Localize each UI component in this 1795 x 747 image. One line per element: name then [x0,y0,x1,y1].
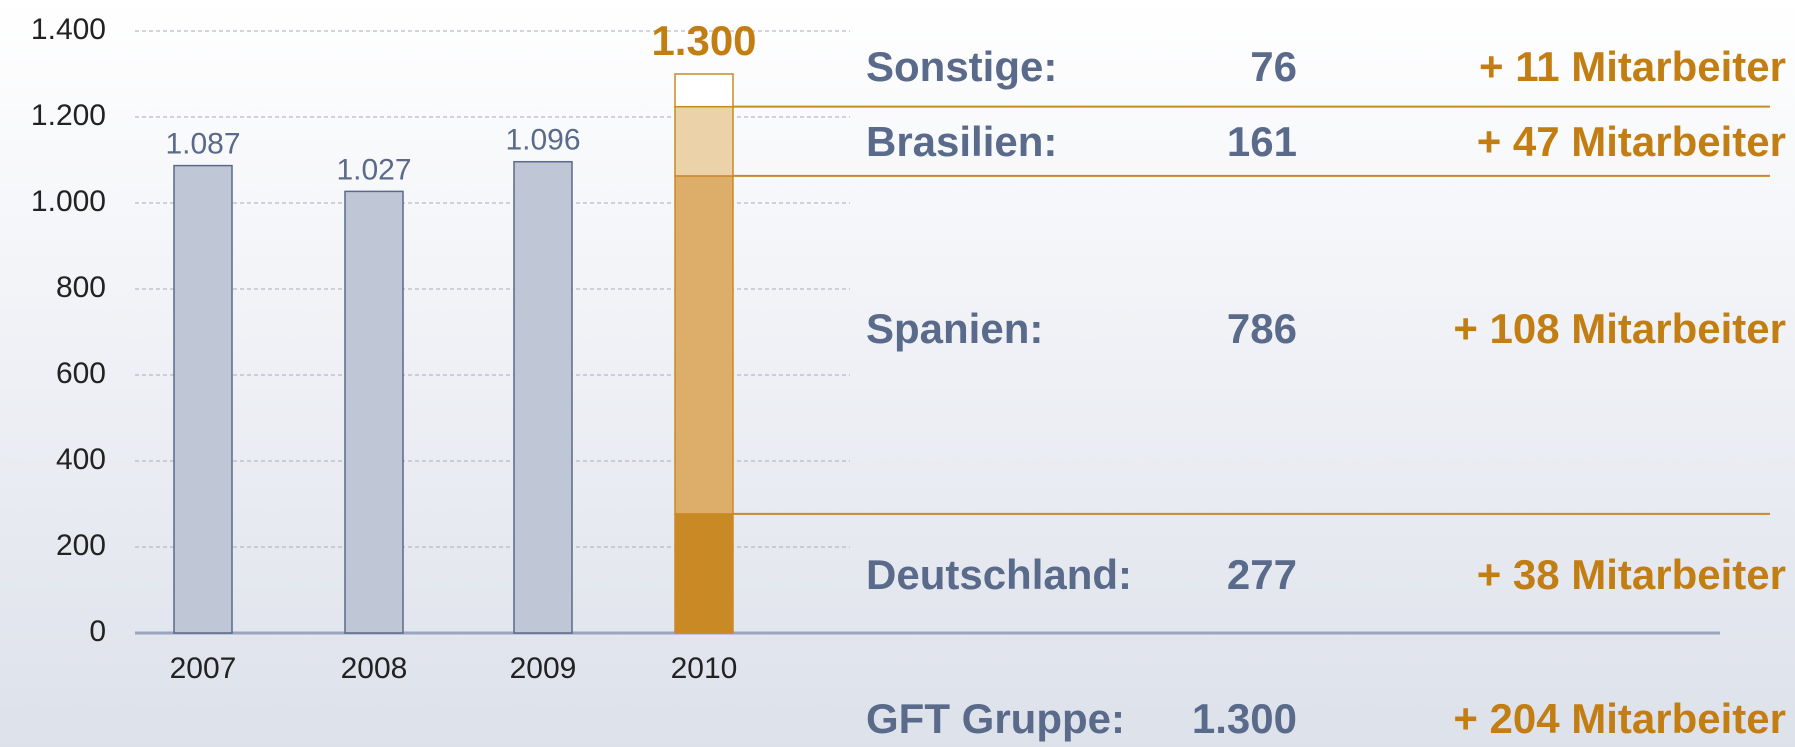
value-label: 1.096 [505,124,580,157]
segment-value: 161 [1227,118,1297,165]
segment-name: Spanien: [866,305,1043,352]
y-tick-label: 0 [89,615,106,648]
stack-segment [674,105,734,177]
segment-name: Sonstige: [866,43,1057,90]
bar [344,190,404,634]
segment-name: Deutschland: [866,551,1132,598]
stack-segment [674,73,734,108]
segment-change: + 38 Mitarbeiter [1477,551,1786,598]
segment-value: 786 [1227,305,1297,352]
y-tick-label: 400 [56,443,106,476]
value-label: 1.087 [165,128,240,161]
value-label: 1.027 [336,153,411,186]
x-tick-label: 2010 [671,652,738,685]
y-tick-label: 1.400 [31,13,106,46]
y-tick-label: 800 [56,271,106,304]
segment-change: + 11 Mitarbeiter [1479,43,1786,90]
segment-value: 76 [1250,43,1297,90]
bar [173,164,233,634]
bar [513,160,573,634]
y-tick-label: 600 [56,357,106,390]
total-name: GFT Gruppe: [866,695,1125,742]
y-tick-label: 200 [56,529,106,562]
y-tick-label: 1.200 [31,99,106,132]
total-change: + 204 Mitarbeiter [1453,695,1786,742]
total-value: 1.300 [1192,695,1297,742]
stack-segment [674,513,734,634]
segment-change: + 47 Mitarbeiter [1477,118,1786,165]
x-tick-label: 2009 [510,652,577,685]
total-label: 1.300 [651,17,756,64]
x-tick-label: 2007 [170,652,237,685]
segment-value: 277 [1227,551,1297,598]
stack-segment [674,175,734,515]
x-tick-label: 2008 [341,652,408,685]
segment-change: + 108 Mitarbeiter [1453,305,1786,352]
segment-name: Brasilien: [866,118,1057,165]
y-tick-label: 1.000 [31,185,106,218]
